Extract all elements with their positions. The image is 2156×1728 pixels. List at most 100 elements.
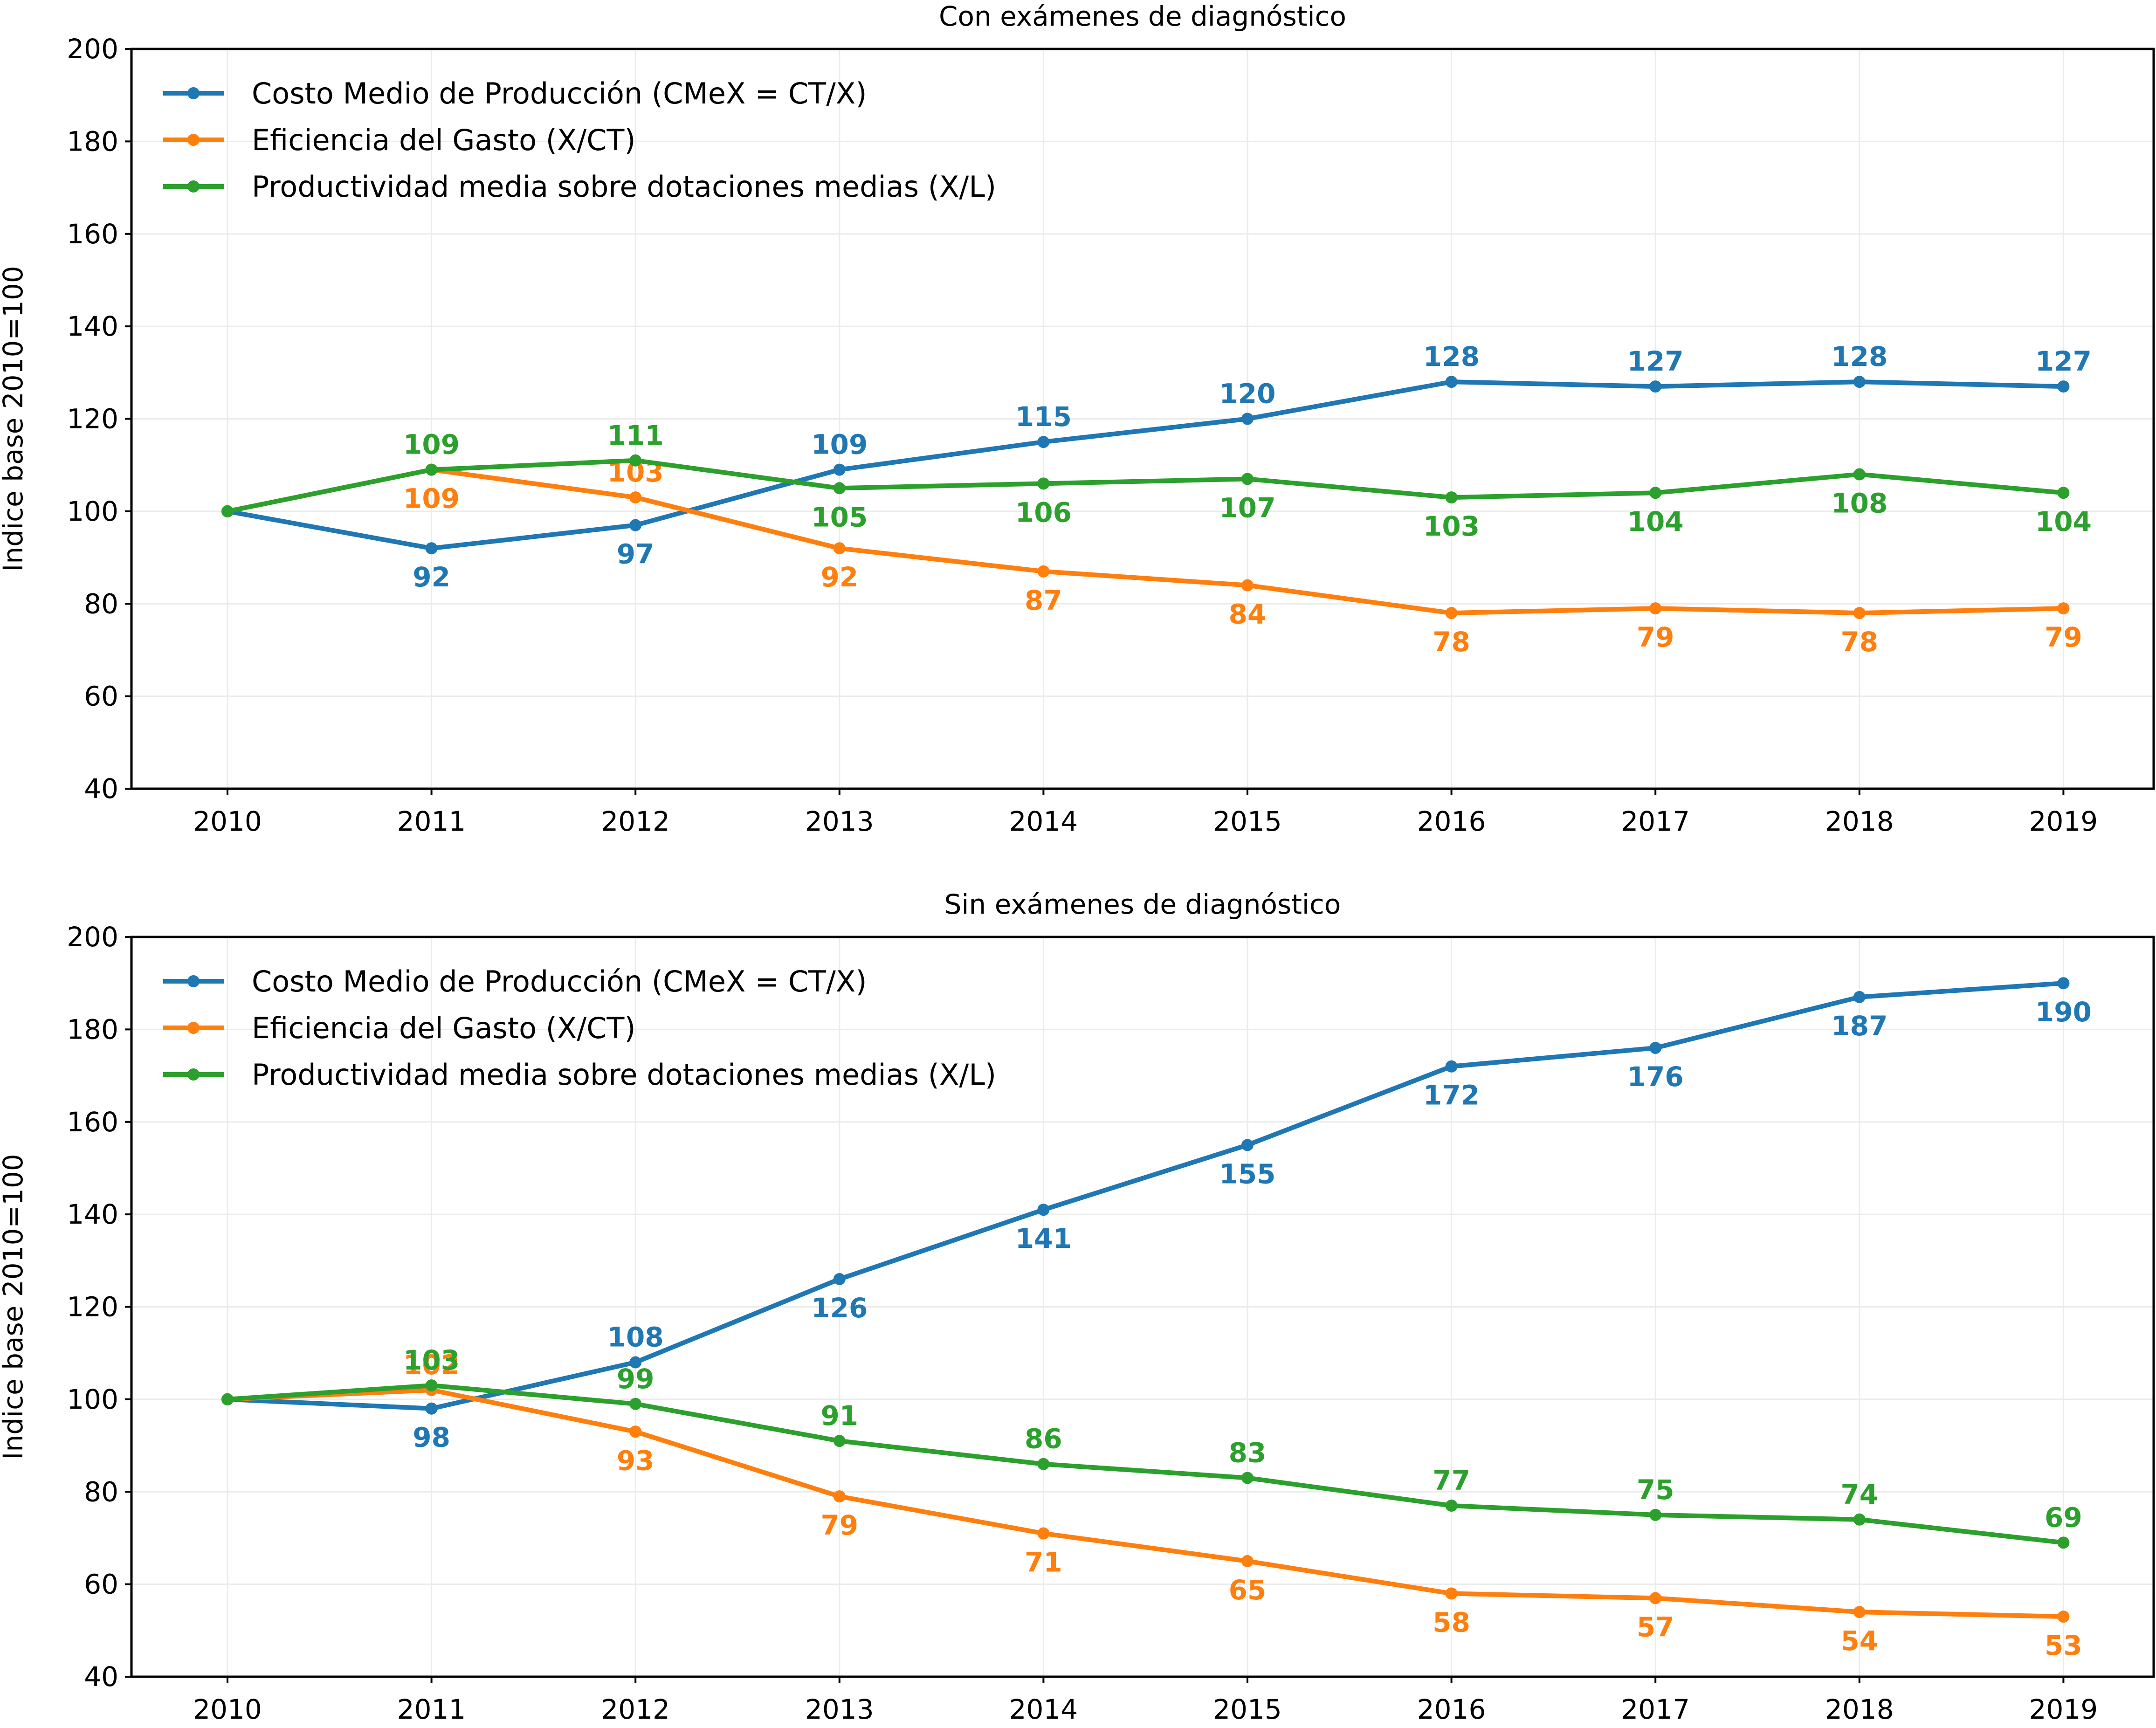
data-label: 78 bbox=[1840, 626, 1878, 658]
data-label: 187 bbox=[1831, 1010, 1887, 1042]
data-point bbox=[425, 463, 438, 476]
data-point bbox=[1649, 1508, 1662, 1521]
data-label: 98 bbox=[413, 1422, 450, 1453]
data-point bbox=[1649, 380, 1662, 393]
data-point bbox=[1445, 376, 1458, 388]
chart-title: Con exámenes de diagnóstico bbox=[939, 0, 1346, 32]
y-tick-label: 200 bbox=[67, 33, 118, 65]
series-line bbox=[225, 379, 2066, 551]
grid bbox=[131, 48, 2154, 790]
data-label: 176 bbox=[1627, 1061, 1684, 1093]
y-tick-label: 180 bbox=[67, 125, 118, 157]
data-point bbox=[1241, 579, 1254, 592]
data-label: 99 bbox=[617, 1363, 654, 1395]
data-point bbox=[629, 519, 642, 531]
y-tick-label: 100 bbox=[67, 496, 118, 527]
data-point bbox=[1241, 1555, 1254, 1568]
data-label: 107 bbox=[1219, 492, 1275, 523]
data-label: 108 bbox=[607, 1322, 664, 1353]
data-point bbox=[629, 454, 642, 467]
data-label: 79 bbox=[1637, 621, 1674, 653]
x-tick-label: 2017 bbox=[1621, 1694, 1690, 1725]
data-label: 127 bbox=[2035, 345, 2092, 377]
legend: Costo Medio de Producción (CMeX = CT/X) E… bbox=[163, 964, 996, 1092]
data-label: 58 bbox=[1433, 1606, 1470, 1638]
x-tick-label: 2011 bbox=[397, 1694, 466, 1725]
data-point bbox=[425, 1402, 438, 1415]
series-line bbox=[225, 467, 2066, 616]
chart-panel-sin-examenes: Sin exámenes de diagnóstico Indice base … bbox=[0, 888, 2155, 1725]
y-tick-label: 60 bbox=[84, 1569, 118, 1600]
data-label: 126 bbox=[811, 1292, 868, 1324]
data-point bbox=[833, 542, 846, 555]
data-label: 103 bbox=[403, 1344, 460, 1376]
y-axis: 40 60 80 100 120 140 160 180 200 bbox=[67, 921, 131, 1693]
x-tick-label: 2014 bbox=[1009, 805, 1078, 837]
data-label: 87 bbox=[1025, 585, 1062, 616]
x-tick-label: 2017 bbox=[1621, 805, 1690, 837]
series-line bbox=[225, 1383, 2066, 1545]
x-tick-label: 2015 bbox=[1213, 805, 1282, 837]
data-label: 54 bbox=[1840, 1625, 1878, 1657]
data-point bbox=[1037, 1204, 1050, 1216]
data-point bbox=[1037, 1458, 1050, 1470]
data-label: 106 bbox=[1015, 496, 1072, 528]
data-label: 128 bbox=[1831, 341, 1887, 372]
x-tick-label: 2012 bbox=[601, 805, 670, 837]
data-point bbox=[2057, 380, 2070, 393]
data-label: 155 bbox=[1219, 1158, 1275, 1190]
series-line bbox=[225, 1388, 2066, 1619]
legend-marker bbox=[187, 1068, 200, 1081]
data-label: 79 bbox=[820, 1509, 858, 1541]
data-label: 141 bbox=[1015, 1223, 1072, 1254]
data-label: 91 bbox=[820, 1400, 858, 1432]
data-label: 108 bbox=[1831, 488, 1887, 519]
series-0: 98 108 126 141 155 172 176 187 190 bbox=[221, 977, 2092, 1453]
y-axis-label: Indice base 2010=100 bbox=[0, 1154, 29, 1460]
y-axis-label: Indice base 2010=100 bbox=[0, 266, 29, 571]
data-label: 65 bbox=[1229, 1574, 1267, 1606]
data-point bbox=[1241, 1139, 1254, 1151]
data-label: 104 bbox=[2035, 506, 2092, 537]
y-tick-label: 120 bbox=[67, 403, 118, 435]
series-1: 102 93 79 71 65 58 57 54 53 bbox=[221, 1349, 2082, 1661]
legend-marker bbox=[187, 975, 200, 987]
data-point bbox=[1445, 1587, 1458, 1600]
data-label: 109 bbox=[403, 429, 460, 461]
plot-frame bbox=[130, 48, 2155, 790]
data-label: 92 bbox=[820, 561, 858, 593]
y-tick-label: 200 bbox=[67, 921, 118, 953]
y-tick-label: 180 bbox=[67, 1013, 118, 1045]
data-point bbox=[629, 491, 642, 504]
legend-marker bbox=[187, 134, 200, 146]
series-2: 109 111 105 106 107 103 104 108 104 bbox=[221, 420, 2092, 542]
y-tick-label: 160 bbox=[67, 1106, 118, 1138]
data-label: 69 bbox=[2045, 1501, 2082, 1533]
data-point bbox=[2057, 1536, 2070, 1549]
data-label: 109 bbox=[403, 483, 460, 515]
data-point bbox=[425, 542, 438, 555]
data-point bbox=[1853, 1513, 1866, 1526]
data-label: 83 bbox=[1229, 1437, 1267, 1468]
data-label: 127 bbox=[1627, 345, 1684, 377]
x-tick-label: 2018 bbox=[1825, 1694, 1894, 1725]
data-label: 84 bbox=[1229, 599, 1267, 630]
x-tick-label: 2015 bbox=[1213, 1694, 1282, 1725]
data-point bbox=[629, 1398, 642, 1410]
data-label: 111 bbox=[607, 420, 664, 451]
x-axis: 2010 2011 2012 2013 2014 2015 2016 2017 2018 2019 bbox=[193, 789, 2098, 837]
data-point bbox=[221, 505, 234, 517]
data-point bbox=[1037, 436, 1050, 448]
data-point bbox=[833, 1490, 846, 1503]
data-label: 77 bbox=[1433, 1465, 1470, 1496]
data-point bbox=[1445, 1500, 1458, 1512]
series-2: 103 99 91 86 83 77 75 74 69 bbox=[221, 1344, 2082, 1549]
data-label: 92 bbox=[413, 561, 450, 593]
legend: Costo Medio de Producción (CMeX = CT/X) E… bbox=[163, 76, 996, 204]
x-tick-label: 2010 bbox=[193, 1694, 262, 1725]
chart-panel-con-examenes: Con exámenes de diagnóstico Indice base … bbox=[0, 0, 2155, 837]
data-point bbox=[1445, 491, 1458, 504]
data-label: 120 bbox=[1219, 378, 1275, 410]
